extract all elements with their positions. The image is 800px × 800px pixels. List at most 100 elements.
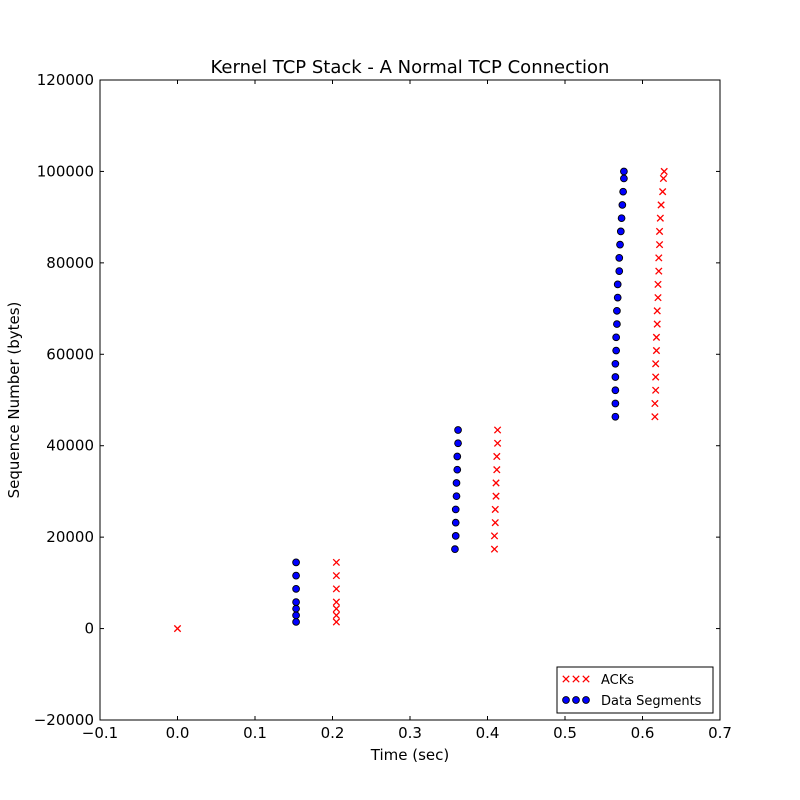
ack-point: [655, 240, 664, 249]
y-tick-label: 120000: [37, 71, 94, 89]
ack-point: [493, 426, 502, 434]
ack-point: [654, 280, 662, 289]
ack-point: [493, 439, 502, 447]
legend-box: [556, 666, 714, 714]
series-1: [292, 167, 628, 626]
legend-marker-acks: [582, 675, 590, 683]
ack-point: [655, 267, 663, 275]
ack-point: [655, 227, 664, 236]
data-segment-point: [616, 240, 624, 249]
data-segment-point: [292, 604, 300, 613]
data-segment-point: [612, 333, 621, 342]
ack-point: [491, 505, 499, 514]
ack-point: [652, 333, 661, 341]
data-segment-point: [292, 585, 300, 593]
data-segment-point: [292, 598, 300, 606]
x-tick-label: 0.7: [708, 724, 732, 742]
x-tick-label: 0.1: [243, 724, 267, 742]
data-segment-point: [611, 399, 620, 408]
ack-point: [652, 346, 661, 355]
legend-label-data-segments: Data Segments: [601, 694, 702, 709]
data-segment-point: [292, 611, 300, 620]
ack-point: [493, 452, 501, 461]
y-tick-label: 40000: [46, 437, 94, 455]
x-tick-label: 0.6: [631, 724, 655, 742]
legend-marker-data-segments: [562, 696, 570, 704]
ack-point: [651, 413, 659, 421]
data-segment-point: [611, 412, 620, 421]
data-segment-point: [454, 426, 462, 434]
data-segment-point: [451, 505, 460, 514]
legend-items: [562, 675, 590, 704]
y-tick-label: 100000: [37, 162, 94, 180]
plot-frame: [99, 79, 721, 721]
x-tick-label: 0.4: [476, 724, 500, 742]
ack-point: [332, 585, 341, 593]
data-segment-point: [451, 532, 460, 540]
legend-marker-data-segments: [572, 696, 580, 704]
data-segment-point: [619, 187, 627, 196]
data-segment-point: [616, 227, 625, 236]
data-segment-point: [617, 214, 626, 223]
y-tick-label: −20000: [34, 711, 94, 729]
ack-point: [660, 167, 668, 176]
data-segment-point: [612, 346, 621, 355]
data-segment-point: [452, 479, 461, 487]
data-segment-point: [613, 293, 622, 302]
ack-point: [654, 293, 662, 302]
ack-point: [332, 571, 341, 580]
ack-point: [652, 360, 660, 368]
legend: ACKs Data Segments: [556, 666, 714, 714]
chart-title: Kernel TCP Stack - A Normal TCP Connecti…: [211, 57, 610, 78]
y-axis-label: Sequence Number (bytes): [5, 302, 23, 499]
x-tick-label: −0.1: [82, 724, 118, 742]
ack-point: [491, 519, 499, 527]
data-segment-point: [452, 492, 461, 501]
data-segment-point: [613, 306, 621, 315]
axis-ticks: −0.1 0.0 0.1 0.2 0.3 0.4 0.5 0.6 0.7 −20000 0 20000…: [34, 71, 732, 742]
data-segment-point: [615, 267, 624, 275]
data-segment-point: [453, 452, 462, 461]
data-segment-point: [611, 359, 620, 368]
y-tick-label: 80000: [46, 254, 94, 272]
legend-label-acks: ACKs: [601, 673, 634, 688]
data-segment-point: [613, 280, 622, 289]
legend-marker-acks: [562, 675, 570, 683]
ack-point: [173, 624, 182, 633]
ack-point: [490, 545, 499, 553]
ack-point: [653, 307, 661, 315]
x-tick-label: 0.2: [321, 724, 345, 742]
data-segment-point: [615, 254, 624, 262]
ack-point: [658, 188, 667, 196]
ack-point: [332, 598, 341, 606]
data-segment-point: [454, 439, 462, 448]
data-segment-point: [618, 201, 627, 209]
ack-point: [653, 320, 661, 328]
ack-point: [332, 611, 341, 619]
x-tick-label: 0.5: [553, 724, 577, 742]
y-tick-label: 0: [84, 620, 94, 638]
ack-point: [651, 399, 659, 408]
data-segment-point: [292, 558, 300, 567]
ack-point: [659, 174, 668, 183]
ack-point: [652, 373, 660, 381]
data-marks: [173, 167, 668, 633]
legend-marker-data-segments: [582, 696, 590, 704]
ack-point: [332, 605, 341, 613]
ack-point: [656, 214, 664, 222]
ack-point: [493, 466, 501, 474]
y-tick-label: 60000: [46, 345, 94, 363]
ack-point: [490, 532, 499, 540]
x-tick-label: 0.0: [166, 724, 190, 742]
data-segment-point: [611, 373, 620, 381]
ack-point: [492, 479, 500, 487]
data-segment-point: [613, 320, 621, 328]
legend-marker-acks: [572, 675, 580, 683]
ack-point: [332, 618, 341, 626]
data-segment-point: [451, 518, 460, 527]
x-tick-label: 0.3: [398, 724, 422, 742]
y-tick-label: 20000: [46, 528, 94, 546]
ack-point: [332, 558, 341, 567]
data-segment-point: [451, 545, 459, 553]
